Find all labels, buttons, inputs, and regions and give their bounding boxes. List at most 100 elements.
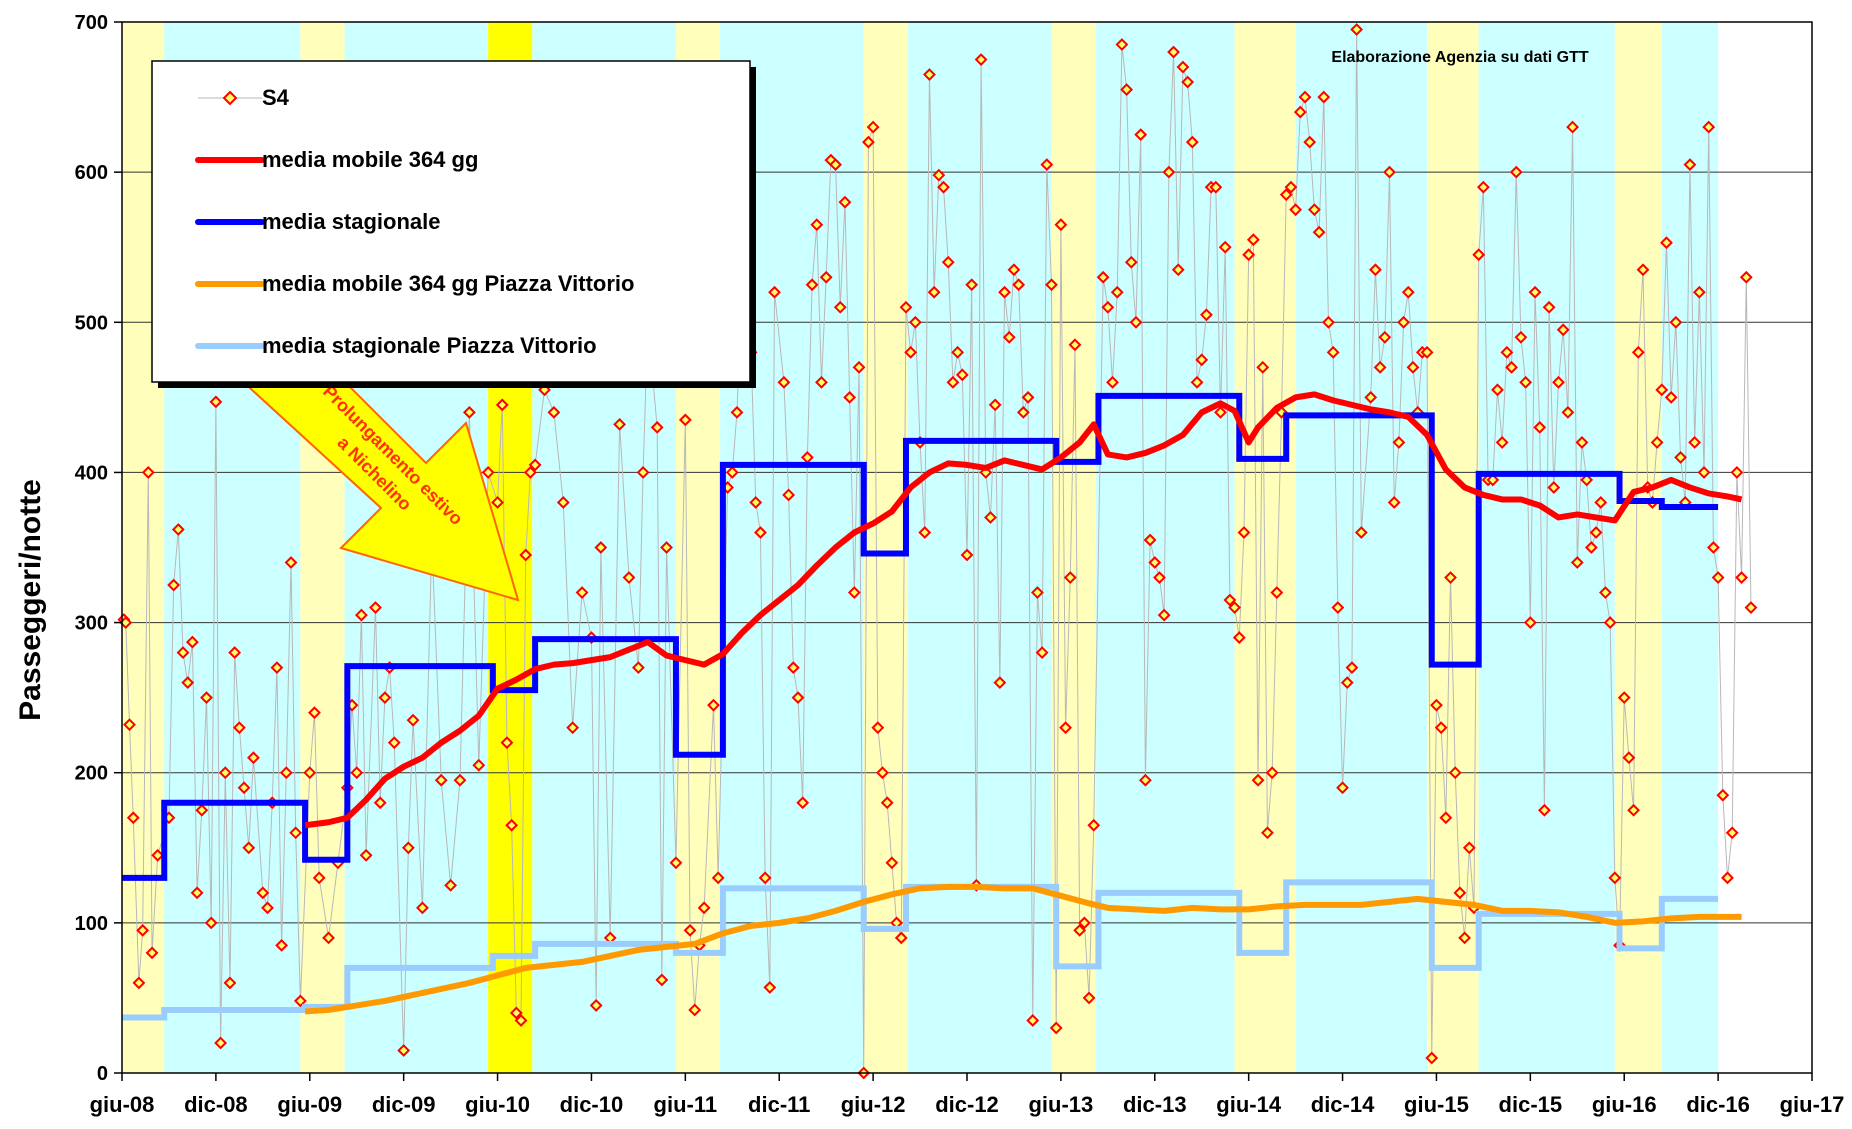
s4-point xyxy=(1209,180,1223,194)
s4-point xyxy=(387,736,401,750)
s4-point xyxy=(1157,608,1171,622)
season-band xyxy=(1614,22,1662,1073)
s4-point xyxy=(242,841,256,855)
s4-point xyxy=(1176,60,1190,74)
s4-point xyxy=(481,466,495,479)
s4-point xyxy=(167,578,181,592)
s4-point xyxy=(636,466,650,479)
s4-point xyxy=(1495,435,1509,449)
s4-point xyxy=(1059,721,1072,735)
s4-point xyxy=(1430,698,1443,712)
s4-point xyxy=(725,466,739,479)
s4-point xyxy=(1340,676,1354,690)
x-tick-label: giu-13 xyxy=(1028,1092,1093,1117)
s4-point xyxy=(1711,571,1725,584)
s4-point xyxy=(491,496,504,509)
legend-label: S4 xyxy=(262,85,290,110)
s4-point xyxy=(754,526,767,539)
s4-point xyxy=(1692,285,1706,299)
s4-point xyxy=(1476,180,1490,194)
s4-point xyxy=(782,488,796,502)
s4-point xyxy=(1397,315,1410,329)
s4-point xyxy=(373,796,387,810)
s4-point xyxy=(1401,285,1415,299)
s4-point xyxy=(1589,526,1603,539)
s4-point xyxy=(1002,330,1016,344)
s4-point xyxy=(279,766,293,780)
s4-point xyxy=(1317,90,1331,104)
s4-point xyxy=(1739,270,1753,284)
s4-point xyxy=(1744,601,1758,614)
s4-point xyxy=(758,871,772,885)
s4-point xyxy=(678,413,692,427)
s4-point xyxy=(876,766,889,780)
s4-point xyxy=(401,841,415,855)
s4-point xyxy=(284,556,298,569)
x-tick-label: dic-09 xyxy=(372,1092,436,1117)
s4-point xyxy=(1054,218,1068,232)
s4-point xyxy=(359,848,373,862)
s4-point xyxy=(988,398,1002,412)
s4-point xyxy=(1500,345,1514,359)
s4-point xyxy=(908,315,922,329)
s4-point xyxy=(1031,586,1044,599)
s4-point xyxy=(815,375,828,389)
axes xyxy=(114,21,1813,1081)
s4-point xyxy=(232,721,246,735)
s4-point xyxy=(1171,263,1185,277)
s4-point xyxy=(1200,308,1213,322)
legend-label: media mobile 364 gg Piazza Vittorio xyxy=(262,271,634,296)
s4-point xyxy=(495,398,509,412)
s4-point xyxy=(1120,83,1134,96)
s4-point xyxy=(923,68,936,81)
s4-point xyxy=(1040,158,1054,172)
s4-point xyxy=(1552,375,1565,389)
s4-point xyxy=(406,713,420,727)
s4-point xyxy=(1214,405,1227,419)
s4-point xyxy=(650,420,664,434)
s4-point xyxy=(1148,556,1162,569)
s4-point xyxy=(998,285,1011,299)
s4-point xyxy=(453,773,467,787)
s4-point xyxy=(1369,263,1382,277)
s4-point xyxy=(697,901,711,915)
s4-point xyxy=(123,718,136,732)
s4-point xyxy=(1312,225,1326,239)
s4-point xyxy=(796,796,810,810)
s4-point xyxy=(1674,451,1687,464)
s4-point xyxy=(1547,481,1561,494)
s4-point xyxy=(132,976,146,990)
s4-point xyxy=(1303,135,1317,149)
s4-point xyxy=(1519,375,1533,389)
s4-point xyxy=(322,931,335,945)
s4-point xyxy=(293,994,307,1008)
s4-raw-series xyxy=(117,23,1758,1080)
s4-point xyxy=(1617,691,1631,705)
s4-point xyxy=(1580,473,1594,487)
s4-point xyxy=(308,706,321,720)
s4-point xyxy=(1261,826,1274,840)
s4-point xyxy=(256,886,270,900)
s4-point xyxy=(613,417,627,431)
x-tick-label: giu-09 xyxy=(277,1092,342,1117)
legend-label: media stagionale Piazza Vittorio xyxy=(262,333,597,358)
s4-point xyxy=(247,751,260,765)
s4-point xyxy=(866,120,880,134)
s4-point xyxy=(528,458,542,472)
s4-point xyxy=(416,901,429,915)
s4-point xyxy=(1735,571,1748,584)
s4-point xyxy=(1035,646,1049,660)
s4-point xyxy=(556,496,570,509)
s4-point xyxy=(1331,601,1345,614)
s4-point xyxy=(683,923,697,937)
s4-point xyxy=(1707,541,1720,554)
s4-point xyxy=(1420,345,1434,359)
s4-point xyxy=(1298,90,1312,104)
s4-point xyxy=(514,1014,528,1027)
s4-point xyxy=(1063,571,1077,584)
s4-point xyxy=(1650,435,1664,449)
s4-point xyxy=(378,691,392,705)
s4-point xyxy=(1246,233,1260,247)
s4-point xyxy=(1556,323,1570,337)
s4-point xyxy=(1087,818,1101,832)
